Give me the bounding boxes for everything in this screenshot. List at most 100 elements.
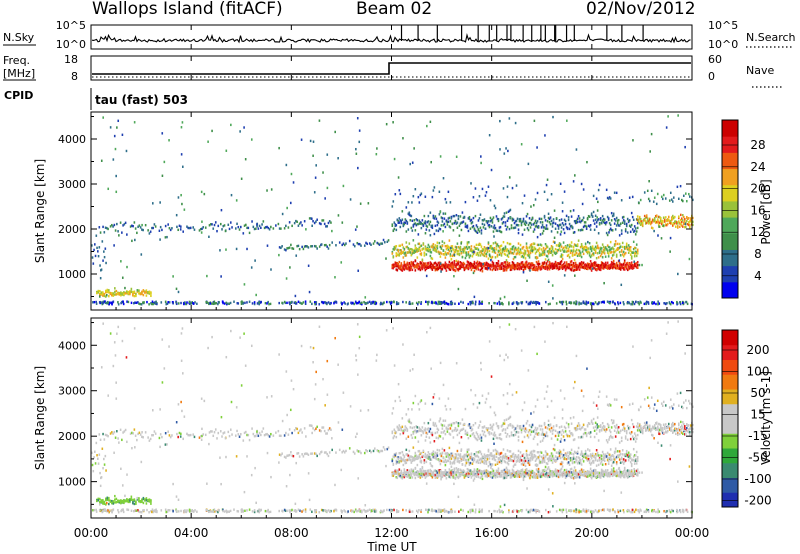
power-cell [592,267,595,270]
power-cell [539,267,542,271]
velocity-cell [422,449,425,452]
velocity-cell [303,452,306,456]
power-cell [624,230,627,233]
velocity-cell [424,476,427,479]
power-cell [498,229,501,233]
power-cell [428,223,431,226]
power-cell [471,221,474,224]
power-cell [517,242,520,245]
power-cell [486,266,489,269]
power-cell [467,264,470,267]
power-cell [540,267,543,271]
power-cell [607,255,610,258]
velocity-cell [486,456,489,459]
power-cell [504,262,507,266]
power-cell [451,245,454,248]
velocity-cell [440,423,443,426]
power-cell [255,227,257,230]
power-cell [114,287,116,290]
power-cell [567,264,570,268]
power-cell [678,221,681,225]
power-cell [96,246,98,250]
power-cell [573,230,576,234]
power-cell [641,224,644,227]
power-cell [434,224,437,228]
velocity-cell [100,476,103,479]
velocity-cell [492,469,495,473]
velocity-cell [142,436,144,439]
velocity-cell [494,413,497,417]
power-cell [514,226,517,229]
velocity-cell [470,456,473,460]
power-cell [413,219,416,222]
power-cell [527,254,530,257]
velocity-cell [478,458,481,462]
velocity-cell [413,429,416,433]
power-cell [616,266,619,269]
power-cell [636,218,639,222]
power-cell [189,226,192,230]
power-cell [256,225,258,228]
power-cell [653,196,656,199]
power-cell [670,218,673,222]
power-cell [567,263,570,266]
velocity-cell [410,474,413,477]
power-cell [437,302,439,306]
power-cell [687,221,690,224]
power-cell [412,262,415,266]
velocity-cell [501,429,504,432]
velocity-cell [471,428,474,431]
power-cell [172,275,174,278]
power-cell [491,250,494,253]
power-cell [130,287,133,291]
power-cell [545,246,548,249]
power-cell [425,267,428,270]
velocity-cell [486,472,489,476]
power-cell [636,252,639,255]
power-cell [491,260,494,264]
power-cell [469,248,472,251]
velocity-cell [404,474,407,477]
power-cell [483,264,486,267]
power-cell [429,263,432,267]
velocity-cell [325,432,327,435]
power-cell [327,221,330,225]
velocity-cell [403,470,406,473]
power-cell [607,264,610,267]
power-cell [486,220,489,224]
velocity-cell [398,395,401,399]
power-cell [614,249,617,253]
velocity-cell [488,457,491,460]
power-cell [546,245,549,249]
velocity-cell [457,467,460,471]
power-cell [419,252,422,256]
velocity-cell [245,430,247,434]
velocity-cell [465,471,468,475]
velocity-cell [479,457,482,461]
power-cell [444,225,447,229]
velocity-cell [469,455,472,459]
power-cell [516,223,519,227]
power-cell [569,251,572,255]
power-cell [590,247,593,250]
velocity-cell [475,460,478,464]
velocity-cell [422,469,425,473]
velocity-cell [441,473,444,476]
power-cell [447,190,450,194]
velocity-cell [478,470,481,473]
velocity-cell [486,458,489,461]
power-cell [547,280,550,283]
power-cell [464,256,467,260]
velocity-cell [488,433,491,436]
power-cell [497,218,500,221]
power-cell [245,223,247,227]
power-cell [316,218,318,221]
power-cell [510,247,513,251]
power-cell [510,251,513,255]
power-cell [679,213,682,217]
power-cell [578,301,580,304]
velocity-cell [129,499,131,502]
power-cell [619,301,622,305]
power-cell [525,246,528,250]
power-cell [470,218,473,222]
